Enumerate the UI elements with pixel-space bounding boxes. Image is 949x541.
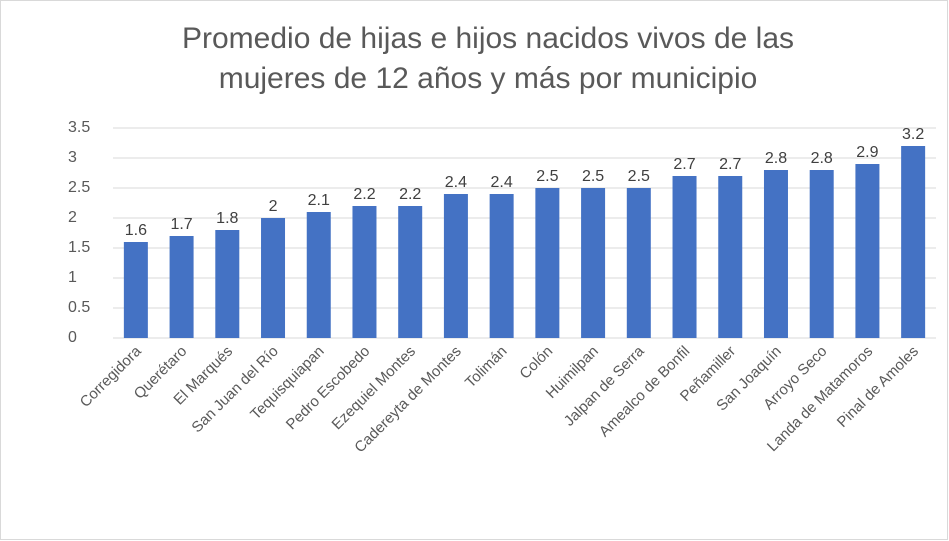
value-label: 2.5 xyxy=(582,168,604,185)
value-label: 1.8 xyxy=(216,210,238,227)
y-tick-label: 3.5 xyxy=(68,119,90,136)
bar xyxy=(901,146,926,338)
y-tick-label: 1.5 xyxy=(68,239,90,256)
bar xyxy=(672,176,697,338)
bar xyxy=(215,230,240,338)
bar xyxy=(581,188,606,338)
bar xyxy=(398,206,423,338)
value-label: 2.9 xyxy=(856,144,878,161)
bar xyxy=(809,170,834,338)
y-tick-label: 0 xyxy=(68,329,77,346)
y-tick-label: 1 xyxy=(68,269,77,286)
bar xyxy=(763,170,788,338)
chart-title: mujeres de 12 años y más por municipio xyxy=(219,62,758,95)
value-label: 2.8 xyxy=(811,150,833,167)
bar xyxy=(855,164,880,338)
value-label: 2.8 xyxy=(765,150,787,167)
value-label: 2.2 xyxy=(399,186,421,203)
value-label: 2.7 xyxy=(719,156,741,173)
bar xyxy=(535,188,560,338)
value-label: 2.7 xyxy=(673,156,695,173)
value-label: 2.2 xyxy=(353,186,375,203)
value-label: 3.2 xyxy=(902,126,924,143)
value-label: 1.7 xyxy=(170,216,192,233)
bar xyxy=(306,212,331,338)
y-tick-label: 2 xyxy=(68,209,77,226)
value-label: 2.1 xyxy=(308,192,330,209)
bar xyxy=(169,236,194,338)
y-tick-label: 3 xyxy=(68,149,77,166)
y-tick-label: 2.5 xyxy=(68,179,90,196)
bar xyxy=(123,242,148,338)
chart-title: Promedio de hijas e hijos nacidos vivos … xyxy=(182,22,794,55)
bar xyxy=(261,218,286,338)
bar xyxy=(718,176,743,338)
bar xyxy=(489,194,514,338)
value-label: 1.6 xyxy=(125,222,147,239)
value-label: 2.4 xyxy=(445,174,467,191)
value-label: 2 xyxy=(269,198,278,215)
value-label: 2.5 xyxy=(536,168,558,185)
bar xyxy=(443,194,468,338)
bar xyxy=(626,188,651,338)
value-label: 2.4 xyxy=(491,174,513,191)
y-tick-label: 0.5 xyxy=(68,299,90,316)
value-label: 2.5 xyxy=(628,168,650,185)
bar xyxy=(352,206,377,338)
